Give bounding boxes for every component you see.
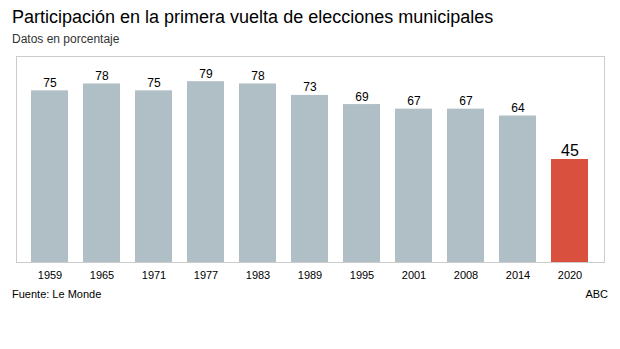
svg-text:1989: 1989 xyxy=(298,269,322,281)
svg-text:78: 78 xyxy=(95,68,109,82)
svg-text:1971: 1971 xyxy=(142,269,166,281)
svg-text:75: 75 xyxy=(43,75,57,89)
svg-text:2008: 2008 xyxy=(454,269,478,281)
svg-text:1983: 1983 xyxy=(246,269,270,281)
html-text:Fuente: Le Monde: Fuente: Le Monde xyxy=(12,287,102,300)
svg-text:75: 75 xyxy=(147,75,161,89)
html-text:Participación en la primera vu: Participación en la primera vuelta de el… xyxy=(12,7,494,27)
svg-text:1977: 1977 xyxy=(194,269,218,281)
svg-text:69: 69 xyxy=(355,89,369,103)
html-text:ABC: ABC xyxy=(585,287,608,300)
svg-text:64: 64 xyxy=(511,101,525,115)
svg-text:1959: 1959 xyxy=(38,269,62,281)
html-text:Datos en porcentaje: Datos en porcentaje xyxy=(12,31,120,46)
svg-text:1995: 1995 xyxy=(350,269,374,281)
svg-text:2001: 2001 xyxy=(402,269,426,281)
svg-text:2014: 2014 xyxy=(506,269,530,281)
svg-text:2020: 2020 xyxy=(558,269,582,281)
svg-text:73: 73 xyxy=(303,80,317,94)
svg-text:67: 67 xyxy=(407,94,421,108)
svg-text:78: 78 xyxy=(251,68,265,82)
svg-text:45: 45 xyxy=(561,141,579,158)
svg-text:1965: 1965 xyxy=(90,269,114,281)
svg-text:67: 67 xyxy=(459,94,473,108)
svg-text:79: 79 xyxy=(199,66,213,80)
